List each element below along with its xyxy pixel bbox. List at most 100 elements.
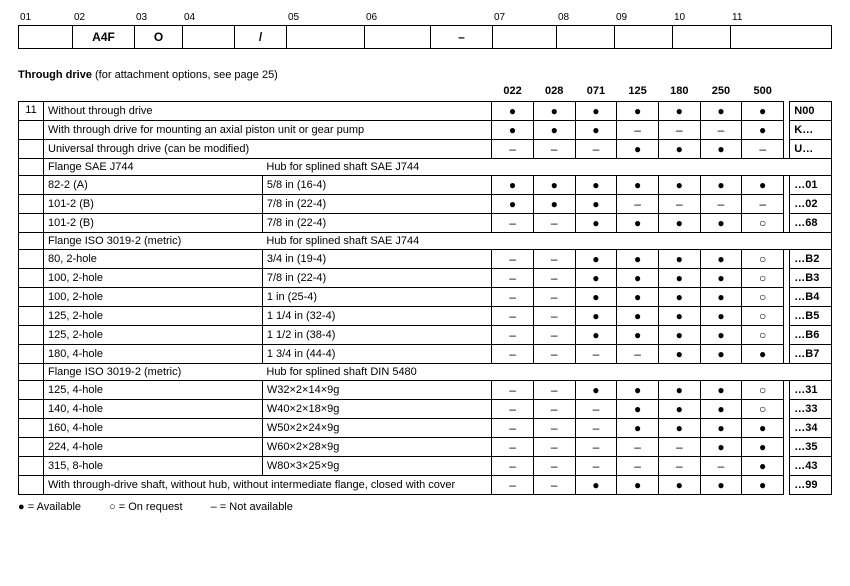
strip-col-label: 03	[134, 12, 182, 25]
strip-col-value	[557, 26, 615, 48]
availability-cell: –	[700, 457, 742, 476]
table-row: With through-drive shaft, without hub, w…	[19, 476, 832, 495]
availability-cell: ●	[658, 140, 700, 159]
availability-cell: ●	[492, 121, 534, 140]
availability-cell: –	[617, 345, 659, 364]
availability-cell: ○	[742, 381, 784, 400]
group-header-row: Flange SAE J744Hub for splined shaft SAE…	[19, 159, 832, 176]
order-code: …68	[790, 214, 832, 233]
availability-cell: –	[492, 476, 534, 495]
availability-cell: –	[492, 400, 534, 419]
availability-cell: –	[533, 140, 575, 159]
strip-col-label: 08	[556, 12, 614, 25]
availability-cell: –	[533, 457, 575, 476]
availability-cell: ●	[700, 288, 742, 307]
table-row: With through drive for mounting an axial…	[19, 121, 832, 140]
option-hub-size: 5/8 in (16-4)	[262, 176, 491, 195]
strip-col-value	[183, 26, 235, 48]
order-code: …99	[790, 476, 832, 495]
option-flange-size: 224, 4-hole	[44, 438, 263, 457]
availability-cell: –	[492, 381, 534, 400]
strip-col-label: 11	[730, 12, 788, 25]
strip-col-label: 06	[364, 12, 430, 25]
availability-cell: ●	[742, 121, 784, 140]
strip-col-value: O	[135, 26, 183, 48]
order-code: U…	[790, 140, 832, 159]
strip-col-value	[731, 26, 789, 48]
availability-cell: ●	[617, 419, 659, 438]
availability-cell: –	[575, 419, 617, 438]
legend-item: – = Not available	[211, 501, 293, 513]
table-row: 100, 2-hole7/8 in (22-4)––●●●●○…B3	[19, 269, 832, 288]
option-hub-size: 7/8 in (22-4)	[262, 269, 491, 288]
table-row: 140, 4-holeW40×2×18×9g–––●●●○…33	[19, 400, 832, 419]
availability-cell: –	[533, 214, 575, 233]
availability-cell: ●	[700, 214, 742, 233]
availability-cell: ●	[742, 176, 784, 195]
availability-cell: ●	[575, 476, 617, 495]
availability-cell: ●	[700, 400, 742, 419]
availability-cell: ●	[658, 269, 700, 288]
availability-cell: ●	[617, 288, 659, 307]
availability-cell: –	[575, 345, 617, 364]
availability-cell: –	[533, 419, 575, 438]
order-code: …B3	[790, 269, 832, 288]
availability-cell: ●	[700, 326, 742, 345]
strip-col-label: 07	[492, 12, 556, 25]
availability-cell: –	[617, 438, 659, 457]
size-header: 028	[533, 83, 575, 102]
availability-cell: ●	[617, 140, 659, 159]
availability-cell: ●	[658, 345, 700, 364]
order-code: N00	[790, 102, 832, 121]
option-flange-size: 315, 8-hole	[44, 457, 263, 476]
availability-cell: ●	[700, 438, 742, 457]
availability-cell: ●	[658, 102, 700, 121]
availability-cell: –	[533, 269, 575, 288]
availability-cell: ●	[575, 381, 617, 400]
strip-col-value	[615, 26, 673, 48]
availability-cell: –	[492, 457, 534, 476]
availability-cell: ●	[742, 476, 784, 495]
strip-col-value: –	[431, 26, 493, 48]
option-hub-size: 1 in (25-4)	[262, 288, 491, 307]
availability-cell: ●	[575, 102, 617, 121]
group-hub: Hub for splined shaft DIN 5480	[262, 364, 491, 381]
option-description: Universal through drive (can be modified…	[44, 140, 492, 159]
availability-cell: ●	[700, 345, 742, 364]
strip-col-label: 10	[672, 12, 730, 25]
availability-cell: –	[492, 214, 534, 233]
availability-cell: –	[533, 345, 575, 364]
strip-col-label: 02	[72, 12, 134, 25]
table-row: 180, 4-hole1 3/4 in (44-4)––––●●●…B7	[19, 345, 832, 364]
size-header: 250	[700, 83, 742, 102]
availability-cell: ●	[492, 102, 534, 121]
availability-cell: ○	[742, 400, 784, 419]
option-flange-size: 101-2 (B)	[44, 214, 263, 233]
through-drive-table: 02202807112518025050011Without through d…	[18, 83, 832, 495]
strip-col-value	[287, 26, 365, 48]
group-flange: Flange SAE J744	[44, 159, 263, 176]
option-flange-size: 140, 4-hole	[44, 400, 263, 419]
option-description: With through drive for mounting an axial…	[44, 121, 492, 140]
group-hub: Hub for splined shaft SAE J744	[262, 159, 491, 176]
table-row: Universal through drive (can be modified…	[19, 140, 832, 159]
strip-col-label: 09	[614, 12, 672, 25]
size-header: 071	[575, 83, 617, 102]
section-heading: Through drive (for attachment options, s…	[18, 69, 832, 81]
availability-cell: –	[742, 140, 784, 159]
availability-cell: –	[533, 250, 575, 269]
availability-cell: –	[658, 195, 700, 214]
availability-cell: ○	[742, 214, 784, 233]
order-code: …33	[790, 400, 832, 419]
table-row: 125, 4-holeW32×2×14×9g––●●●●○…31	[19, 381, 832, 400]
order-code: …34	[790, 419, 832, 438]
size-header: 180	[658, 83, 700, 102]
option-flange-size: 100, 2-hole	[44, 269, 263, 288]
availability-cell: ●	[617, 102, 659, 121]
availability-cell: –	[617, 121, 659, 140]
availability-cell: ●	[575, 214, 617, 233]
option-flange-size: 125, 4-hole	[44, 381, 263, 400]
availability-cell: ●	[700, 140, 742, 159]
option-hub-size: 7/8 in (22-4)	[262, 195, 491, 214]
option-flange-size: 101-2 (B)	[44, 195, 263, 214]
